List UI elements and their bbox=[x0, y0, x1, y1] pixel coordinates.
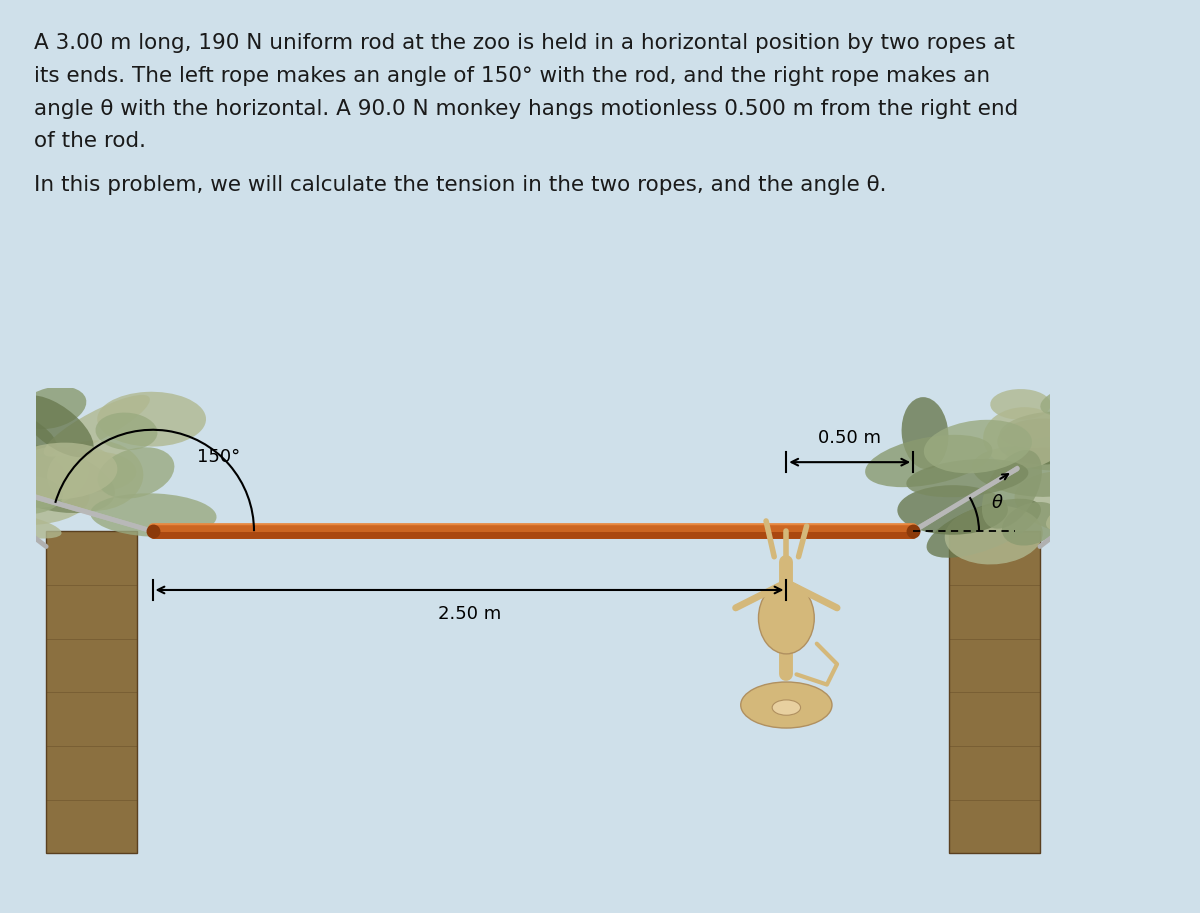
Ellipse shape bbox=[47, 440, 143, 511]
Ellipse shape bbox=[0, 444, 115, 513]
Ellipse shape bbox=[0, 510, 61, 539]
Ellipse shape bbox=[0, 396, 56, 458]
Polygon shape bbox=[46, 531, 138, 854]
Text: 150°: 150° bbox=[197, 448, 240, 467]
Circle shape bbox=[740, 682, 832, 728]
Ellipse shape bbox=[2, 446, 89, 509]
Ellipse shape bbox=[865, 435, 992, 488]
Text: its ends. The left rope makes an angle of 150° with the rod, and the right rope : its ends. The left rope makes an angle o… bbox=[34, 66, 990, 86]
Text: of the rod.: of the rod. bbox=[34, 131, 145, 152]
Ellipse shape bbox=[982, 450, 1042, 529]
Ellipse shape bbox=[0, 403, 26, 455]
Ellipse shape bbox=[898, 485, 1008, 535]
Ellipse shape bbox=[926, 498, 1040, 558]
Ellipse shape bbox=[901, 397, 948, 469]
Text: 2.50 m: 2.50 m bbox=[438, 605, 502, 624]
Ellipse shape bbox=[96, 413, 157, 450]
Ellipse shape bbox=[983, 407, 1064, 468]
Ellipse shape bbox=[1014, 470, 1147, 537]
Ellipse shape bbox=[990, 389, 1051, 420]
Ellipse shape bbox=[1000, 412, 1092, 448]
Ellipse shape bbox=[0, 450, 64, 498]
Ellipse shape bbox=[43, 395, 150, 456]
Ellipse shape bbox=[1046, 479, 1144, 531]
Ellipse shape bbox=[55, 451, 137, 492]
Ellipse shape bbox=[1056, 496, 1145, 539]
Ellipse shape bbox=[997, 418, 1088, 465]
Text: In this problem, we will calculate the tension in the two ropes, and the angle θ: In this problem, we will calculate the t… bbox=[34, 175, 886, 195]
Ellipse shape bbox=[1006, 434, 1146, 471]
Ellipse shape bbox=[0, 490, 14, 556]
Ellipse shape bbox=[944, 506, 1043, 564]
Text: A 3.00 m long, 190 N uniform rod at the zoo is held in a horizontal position by : A 3.00 m long, 190 N uniform rod at the … bbox=[34, 33, 1014, 53]
Ellipse shape bbox=[0, 476, 62, 514]
Ellipse shape bbox=[4, 443, 118, 499]
Ellipse shape bbox=[924, 420, 1032, 473]
Ellipse shape bbox=[17, 386, 86, 429]
Polygon shape bbox=[948, 531, 1040, 854]
Ellipse shape bbox=[758, 582, 815, 654]
Ellipse shape bbox=[1002, 502, 1061, 546]
Ellipse shape bbox=[972, 446, 1093, 497]
Ellipse shape bbox=[0, 471, 90, 525]
Ellipse shape bbox=[97, 392, 206, 446]
Text: angle θ with the horizontal. A 90.0 N monkey hangs motionless 0.500 m from the r: angle θ with the horizontal. A 90.0 N mo… bbox=[34, 99, 1018, 119]
Ellipse shape bbox=[1072, 488, 1146, 528]
Ellipse shape bbox=[97, 447, 174, 498]
Ellipse shape bbox=[19, 395, 94, 457]
Ellipse shape bbox=[906, 459, 1028, 498]
Text: 0.50 m: 0.50 m bbox=[818, 429, 881, 446]
Text: θ: θ bbox=[991, 494, 1003, 512]
Ellipse shape bbox=[90, 493, 216, 537]
Ellipse shape bbox=[0, 455, 85, 509]
Ellipse shape bbox=[1040, 383, 1110, 416]
Ellipse shape bbox=[772, 700, 800, 715]
